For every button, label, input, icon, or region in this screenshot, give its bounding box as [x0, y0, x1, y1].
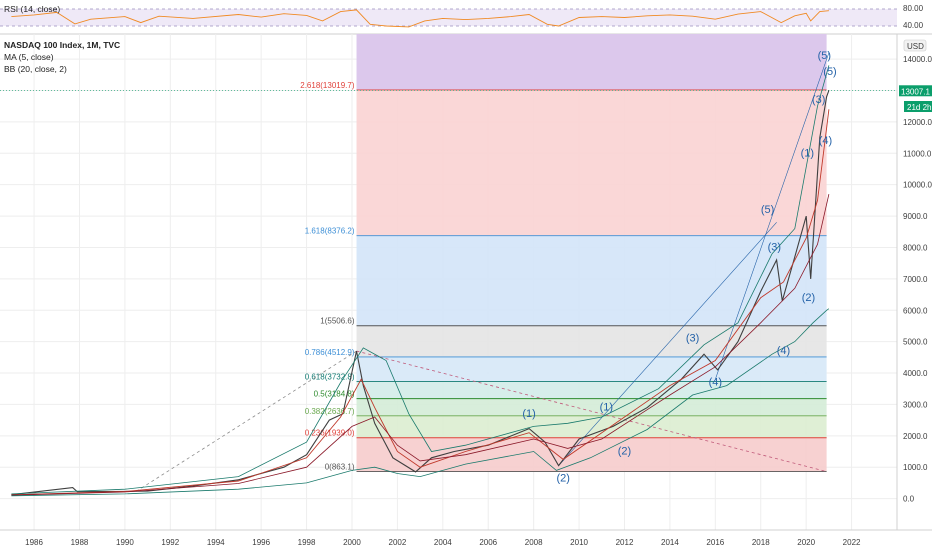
- current-price-tag: 13007.1 21d 2h: [899, 85, 932, 112]
- wave-label: (2): [618, 446, 631, 458]
- x-tick-label: 2018: [752, 538, 770, 547]
- x-tick-label: 2012: [616, 538, 634, 547]
- y-tick-label: 9000.0: [903, 212, 928, 221]
- wave-label: (3): [768, 242, 781, 254]
- fibonacci-levels: 0(863.1)0.236(1939.0)0.382(2636.7)0.5(31…: [0, 34, 897, 472]
- x-tick-label: 2020: [797, 538, 815, 547]
- fib-zone: [356, 235, 827, 326]
- fib-zone: [356, 398, 827, 416]
- y-tick-label: 4000.0: [903, 369, 928, 378]
- wave-label: (1): [600, 402, 613, 414]
- x-tick-label: 2006: [479, 538, 497, 547]
- wave-label: (1): [522, 408, 535, 420]
- y-tick-label: 5000.0: [903, 338, 928, 347]
- fib-level-label: 0.236(1939.0): [305, 429, 355, 438]
- series-bb-basis: [11, 194, 830, 496]
- x-tick-label: 2022: [843, 538, 861, 547]
- y-tick-label: 14000.0: [903, 55, 932, 64]
- fib-level-label: 1.618(8376.2): [305, 227, 355, 236]
- fib-zone: [356, 356, 827, 382]
- wave-label: (5): [761, 204, 774, 216]
- y-tick-label: 8000.0: [903, 243, 928, 252]
- x-tick-label: 2004: [434, 538, 452, 547]
- retracement-projection-line: [356, 350, 827, 472]
- y-tick-label: 10000.0: [903, 181, 932, 190]
- wave-label: (5): [823, 66, 836, 78]
- x-tick-label: 1992: [161, 538, 179, 547]
- x-tick-label: 1986: [25, 538, 43, 547]
- elliott-wave-labels: (1) (2) (1) (2) (3) (4) (5) (3) (4) (1) (2) (3) (4) (…: [522, 50, 836, 484]
- y-tick-label: 0.0: [903, 495, 915, 504]
- legend-ma: MA (5, close): [4, 52, 54, 62]
- series-bb-upper: [11, 65, 830, 495]
- wave-label: (4): [819, 135, 832, 147]
- x-tick-label: 2002: [389, 538, 407, 547]
- series-ma-5-close-: [11, 109, 830, 496]
- x-tick-label: 1996: [252, 538, 270, 547]
- fib-level-label: 0.382(2636.7): [305, 407, 355, 416]
- fib-zone-extension: [356, 34, 827, 90]
- fib-zone: [356, 89, 827, 236]
- fib-level-label: 0.618(3732.8): [305, 372, 355, 381]
- wave-label: (4): [777, 345, 790, 357]
- y-tick-label: 7000.0: [903, 275, 928, 284]
- legend-title: NASDAQ 100 Index, 1M, TVC: [4, 40, 120, 50]
- series-nasdaq-100-index: [11, 90, 830, 496]
- x-tick-label: 2000: [343, 538, 361, 547]
- x-tick-label: 2008: [525, 538, 543, 547]
- time-axis[interactable]: 1986 1988 1990 1992 1994 1996 1998 2000 2002 2004…: [0, 529, 932, 547]
- wave-label: (3): [686, 333, 699, 345]
- fib-level-label: 0(863.1): [325, 463, 355, 472]
- rsi-band: [0, 9, 897, 26]
- x-tick-label: 2010: [570, 538, 588, 547]
- wave-label: (2): [802, 292, 815, 304]
- x-tick-label: 1994: [207, 538, 225, 547]
- series-bb-lower: [11, 308, 830, 497]
- bar-countdown-label: 21d 2h: [907, 103, 931, 112]
- legend: NASDAQ 100 Index, 1M, TVC MA (5, close) …: [4, 40, 120, 74]
- rsi-level-80-label: 80.00: [903, 4, 924, 13]
- x-tick-label: 1988: [71, 538, 89, 547]
- wave-label: (2): [556, 472, 569, 484]
- rsi-label: RSI (14, close): [4, 4, 60, 14]
- legend-bb: BB (20, close, 2): [4, 64, 67, 74]
- fib-zone: [356, 325, 827, 357]
- fib-level-label: 1(5506.6): [320, 317, 355, 326]
- series-lines: [11, 65, 830, 497]
- currency-badge: [903, 39, 927, 52]
- y-tick-label: 12000.0: [903, 118, 932, 127]
- y-tick-label: 6000.0: [903, 306, 928, 315]
- rsi-panel: RSI (14, close) 80.00 40.00: [0, 0, 932, 35]
- fib-zone: [356, 415, 827, 438]
- fib-zone: [356, 381, 827, 399]
- y-tick-label: 3000.0: [903, 400, 928, 409]
- x-tick-label: 1998: [298, 538, 316, 547]
- wave-label: (4): [709, 377, 722, 389]
- fib-level-label: 0.786(4512.9): [305, 348, 355, 357]
- x-tick-label: 2014: [661, 538, 679, 547]
- y-tick-label: 11000.0: [903, 149, 932, 158]
- y-tick-label: 1000.0: [903, 463, 928, 472]
- wave-label: (1): [801, 147, 814, 159]
- x-tick-label: 1990: [116, 538, 134, 547]
- x-tick-label: 2016: [706, 538, 724, 547]
- wave-channel-line: [558, 222, 777, 466]
- rsi-level-40-label: 40.00: [903, 21, 924, 30]
- wave-label: (5): [818, 50, 831, 62]
- fib-zone: [356, 437, 827, 472]
- wave-label: (3): [812, 94, 825, 106]
- y-tick-label: 2000.0: [903, 432, 928, 441]
- rsi-line: [11, 9, 829, 28]
- trend-projection-line: [136, 350, 357, 492]
- currency-label: USD: [907, 42, 924, 51]
- fib-level-label: 2.618(13019.7): [300, 81, 355, 90]
- current-price-label: 13007.1: [901, 87, 930, 96]
